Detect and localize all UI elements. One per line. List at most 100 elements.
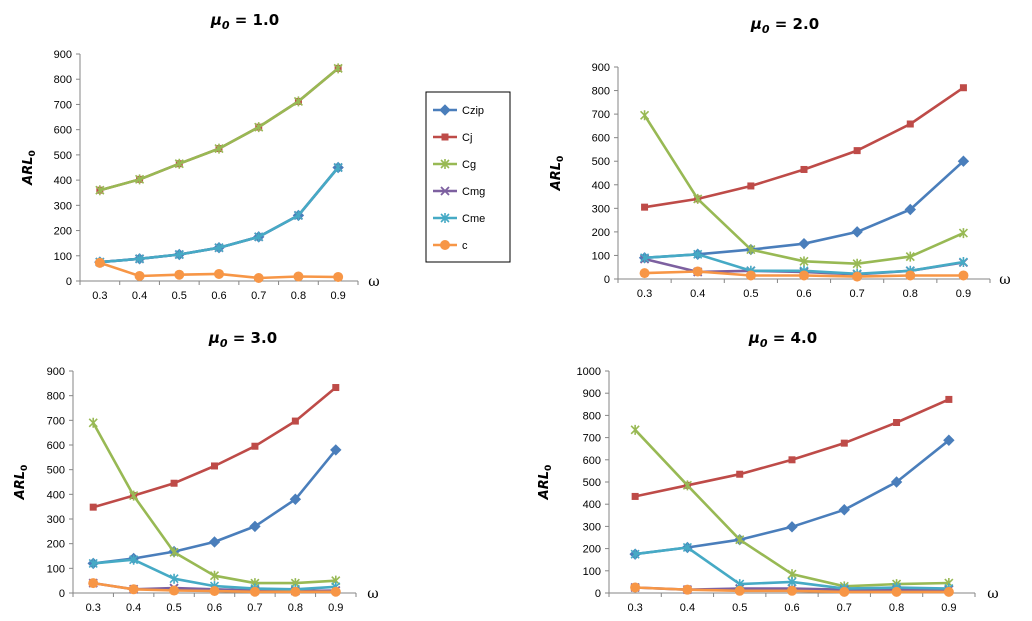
series-cj: [641, 84, 967, 211]
data-point: [852, 271, 863, 282]
y-tick-label: 900: [54, 49, 72, 61]
chart-panel-1: μ0 = 1.0 ARL0 ω 0 100 200 300 400 500 600 700 800 90…: [21, 11, 380, 302]
series-c: [630, 582, 954, 597]
data-point: [333, 63, 343, 74]
x-tick-label: 0.3: [627, 602, 642, 614]
data-point: [682, 480, 692, 491]
data-point: [330, 586, 341, 597]
chart-title: μ0 = 2.0: [750, 15, 819, 36]
data-point: [787, 585, 797, 596]
data-point: [135, 253, 145, 264]
data-point: [840, 439, 848, 447]
data-point: [630, 424, 640, 435]
x-axis-label: ω: [368, 274, 379, 290]
x-tick-label: 0.8: [288, 602, 303, 614]
x-tick-label: 0.5: [172, 290, 187, 302]
y-tick-label: 600: [47, 440, 65, 452]
y-tick-label: 800: [592, 86, 610, 98]
y-tick-label: 100: [54, 251, 72, 263]
x-tick-label: 0.5: [732, 602, 747, 614]
data-point: [786, 521, 798, 533]
y-tick-label: 100: [592, 250, 610, 262]
x-tick-label: 0.8: [889, 602, 904, 614]
x-tick-label: 0.4: [132, 290, 147, 302]
legend-label: c: [462, 240, 468, 252]
data-point: [682, 542, 692, 553]
data-point: [641, 203, 649, 211]
legend-item-c: c: [433, 240, 468, 252]
data-point: [893, 419, 901, 427]
y-tick-label: 700: [583, 433, 601, 445]
data-point: [170, 479, 178, 487]
y-tick-label: 200: [592, 227, 610, 239]
legend-marker: [440, 240, 450, 250]
data-point: [890, 476, 903, 488]
y-tick-label: 700: [47, 415, 65, 427]
y-tick-label: 700: [54, 99, 72, 111]
x-tick-label: 0.7: [837, 602, 852, 614]
y-tick-label: 300: [47, 514, 65, 526]
y-tick-label: 400: [54, 175, 72, 187]
y-tick-label: 600: [54, 125, 72, 137]
data-point: [957, 155, 970, 167]
data-point: [788, 456, 796, 464]
y-tick-label: 400: [583, 499, 601, 511]
y-tick-label: 0: [604, 274, 610, 286]
data-point: [852, 258, 862, 269]
legend-box: [425, 91, 511, 263]
x-tick-label: 0.9: [941, 602, 956, 614]
data-point: [88, 578, 99, 589]
data-point: [88, 558, 98, 569]
series-cg: [630, 424, 954, 592]
y-tick-label: 200: [47, 539, 65, 551]
data-point: [640, 252, 650, 263]
y-tick-label: 100: [47, 563, 65, 575]
data-point: [291, 417, 299, 425]
data-point: [214, 242, 224, 253]
data-point: [630, 549, 640, 560]
data-point: [631, 492, 639, 500]
series-cg: [95, 63, 343, 196]
data-point: [333, 162, 343, 173]
data-point: [174, 249, 184, 260]
data-point: [630, 582, 641, 593]
data-point: [787, 576, 797, 587]
series-c: [94, 257, 344, 283]
data-point: [906, 120, 914, 128]
data-point: [891, 586, 902, 597]
data-point: [639, 268, 650, 279]
series-c: [639, 266, 969, 282]
data-point: [798, 237, 810, 250]
data-point: [290, 586, 301, 597]
x-tick-label: 0.3: [86, 602, 101, 614]
x-tick-label: 0.5: [166, 602, 181, 614]
x-tick-label: 0.6: [784, 602, 799, 614]
data-point: [128, 584, 139, 595]
legend-marker: [441, 133, 449, 141]
chart-panel-4: μ0 = 4.0 ARL0 ω 0 100 200 300 400 500 600 700 800 90…: [537, 329, 999, 614]
legend-label: Czip: [462, 105, 484, 117]
data-point: [333, 271, 344, 282]
x-axis-label: ω: [999, 272, 1010, 288]
data-point: [88, 417, 98, 428]
data-point: [251, 442, 259, 450]
chart-title: μ0 = 1.0: [210, 11, 279, 32]
data-point: [799, 256, 809, 267]
data-point: [838, 504, 850, 516]
chart-panel-2: μ0 = 2.0 ARL0 ω 0 100 200 300 400 500 600 700 800 90…: [549, 15, 1011, 300]
data-point: [293, 271, 304, 282]
x-tick-label: 0.7: [247, 602, 262, 614]
y-tick-label: 800: [583, 410, 601, 422]
x-axis-label: ω: [367, 586, 378, 602]
y-tick-label: 0: [595, 588, 601, 600]
data-point: [330, 444, 342, 456]
series-line: [99, 67, 339, 192]
y-tick-label: 900: [592, 62, 610, 74]
data-point: [851, 226, 863, 238]
y-tick-label: 100: [583, 566, 601, 578]
data-point: [853, 147, 861, 155]
chart-title: μ0 = 3.0: [208, 329, 277, 350]
x-axis-label: ω: [987, 586, 998, 602]
x-tick-label: 0.4: [680, 602, 695, 614]
data-point: [945, 395, 953, 403]
